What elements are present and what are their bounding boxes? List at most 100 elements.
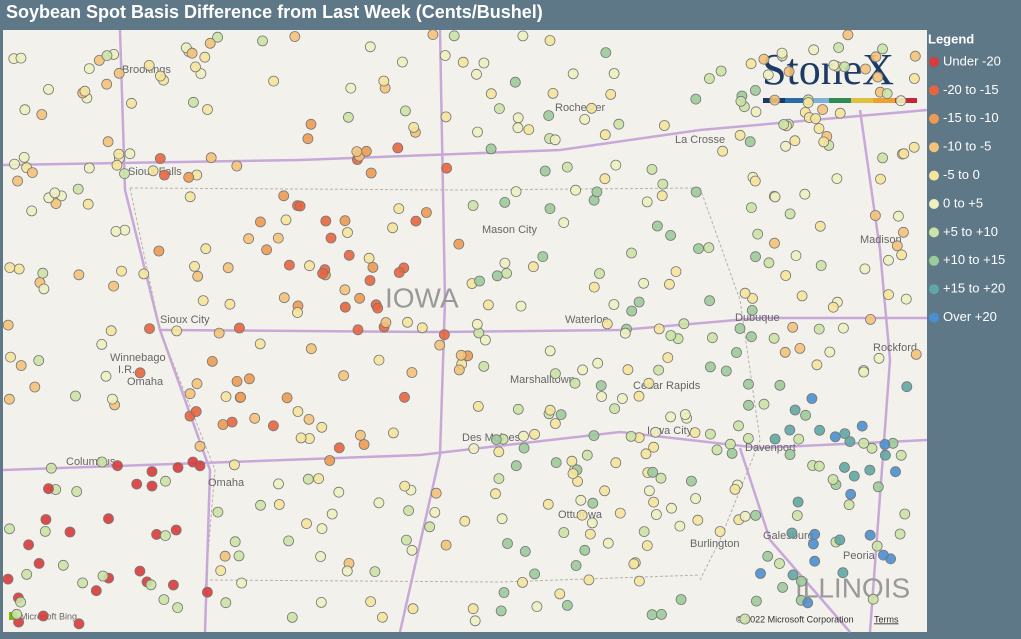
location-marker [138,268,150,280]
location-marker [493,103,505,114]
location-marker [783,66,795,77]
place-label: Waterloo [565,314,609,326]
location-marker [678,318,690,330]
location-marker [77,577,88,589]
location-marker [872,71,884,83]
location-marker [205,152,217,164]
location-marker [406,367,418,378]
location-marker [70,390,81,402]
location-marker [622,364,634,376]
location-marker [13,263,25,275]
location-marker [160,475,171,487]
location-marker [510,460,522,472]
terms-link[interactable]: Terms [874,614,899,624]
location-marker [610,457,622,469]
location-marker [799,188,811,200]
location-marker [784,424,796,436]
location-marker [811,359,823,371]
location-marker [648,441,659,453]
location-marker [478,360,490,372]
location-marker [743,399,754,411]
markers [2,29,922,630]
location-marker [880,449,891,461]
place-label: Winnebago [110,352,166,364]
location-marker [776,47,788,59]
location-marker [856,420,868,432]
location-marker [416,322,428,334]
location-marker [544,404,556,416]
location-marker [550,457,562,469]
location-marker [455,349,467,361]
legend-swatch [929,142,939,153]
location-marker [146,480,158,492]
location-marker [289,31,301,42]
location-marker [200,243,212,255]
location-marker [703,242,715,254]
location-marker [236,577,248,589]
location-marker [280,214,292,226]
location-marker [777,582,788,593]
location-marker [316,523,328,534]
location-marker [268,75,280,87]
location-marker [567,68,579,80]
location-marker [808,538,819,550]
legend-swatch [929,113,939,124]
location-marker [692,514,704,526]
location-marker [305,343,317,355]
location-marker [739,287,751,299]
location-marker [762,550,774,562]
location-marker [883,289,894,301]
state-borders [129,187,761,591]
location-marker [333,486,345,498]
location-marker [644,485,655,497]
location-marker [641,540,653,551]
location-marker [9,158,20,170]
location-marker [281,392,293,404]
location-marker [116,265,127,277]
location-marker [490,434,502,446]
location-marker [15,52,27,64]
location-marker [577,364,588,376]
location-marker [689,427,701,439]
location-marker [399,391,410,403]
logo-stripe [873,98,895,103]
location-marker [339,215,351,227]
location-marker [600,47,612,58]
location-marker [220,391,232,403]
location-marker [512,112,524,124]
location-marker [292,307,303,318]
location-marker [339,284,351,296]
location-marker [439,50,451,61]
location-marker [555,409,567,421]
location-marker [254,216,266,228]
location-marker [96,338,108,350]
location-marker [848,470,860,482]
location-marker [217,419,229,430]
location-marker [567,468,579,480]
location-marker [588,430,600,442]
location-marker [755,568,766,579]
location-marker [894,528,906,540]
location-marker [73,269,85,281]
location-marker [809,528,821,540]
location-marker [575,494,587,506]
location-marker [2,319,14,331]
location-marker [648,496,659,508]
location-marker [369,566,381,577]
location-marker [528,261,539,273]
location-marker [586,517,598,529]
location-marker [151,529,163,540]
location-marker [529,428,540,440]
location-marker [547,88,559,99]
location-marker [725,438,736,450]
location-marker [763,257,775,269]
location-marker [858,437,870,449]
title: Soybean Spot Basis Difference from Last … [6,2,543,22]
location-marker [146,466,158,477]
place-label: ILLINOIS [795,572,910,603]
location-marker [158,594,170,605]
location-marker [5,351,16,363]
location-marker [471,68,482,80]
location-marker [194,440,206,452]
